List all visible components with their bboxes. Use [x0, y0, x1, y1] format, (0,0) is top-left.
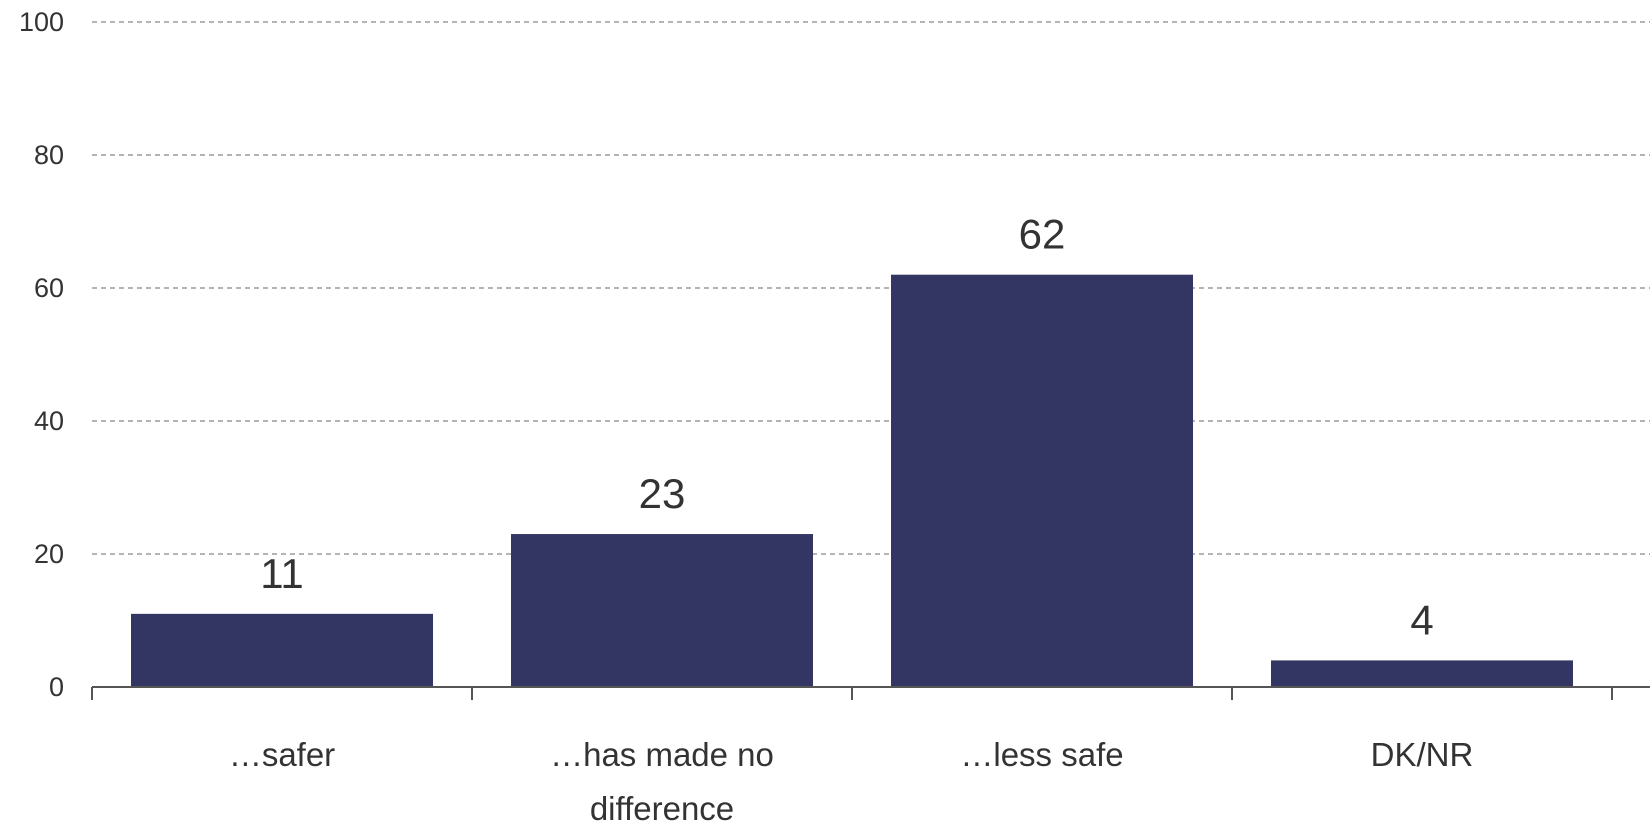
data-label: 4	[1410, 596, 1433, 643]
y-tick-label: 0	[49, 672, 64, 702]
data-label: 11	[260, 550, 304, 597]
x-axis	[91, 686, 1650, 700]
bar	[1271, 660, 1573, 687]
y-tick-label: 60	[34, 273, 64, 303]
y-tick-label: 80	[34, 140, 64, 170]
x-tick-label: …has made no	[550, 736, 774, 773]
bar	[891, 274, 1193, 687]
x-tick-label: …less safe	[960, 736, 1123, 773]
x-tick-label: DK/NR	[1371, 736, 1474, 773]
gridlines	[92, 21, 1650, 555]
y-tick-label: 20	[34, 539, 64, 569]
bar	[131, 613, 433, 687]
data-label: 62	[1019, 211, 1066, 258]
bars	[131, 274, 1573, 687]
x-tick-label: …safer	[229, 736, 335, 773]
y-tick-label: 40	[34, 406, 64, 436]
y-tick-label: 100	[19, 7, 64, 37]
x-axis-ticks: …safer …has made no difference …less safe DK…	[229, 736, 1474, 825]
x-tick-label: difference	[590, 790, 734, 825]
y-axis-ticks: 0 20 40 60 80 100	[19, 7, 64, 702]
data-labels: 11 23 62 4	[260, 211, 1433, 644]
bar	[511, 534, 813, 687]
data-label: 23	[639, 470, 686, 517]
